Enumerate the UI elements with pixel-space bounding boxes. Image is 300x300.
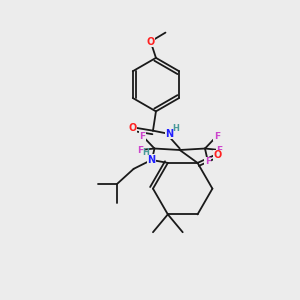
Text: F: F	[140, 131, 146, 140]
Text: F: F	[214, 131, 220, 140]
Text: F: F	[148, 158, 154, 166]
Text: N: N	[165, 129, 173, 139]
Text: H: H	[142, 148, 149, 157]
Text: O: O	[129, 123, 137, 133]
Text: F: F	[216, 146, 222, 154]
Text: H: H	[173, 124, 180, 133]
Text: O: O	[146, 37, 155, 46]
Text: F: F	[205, 158, 211, 166]
Text: N: N	[147, 155, 155, 165]
Text: F: F	[137, 146, 143, 154]
Text: O: O	[213, 151, 222, 160]
